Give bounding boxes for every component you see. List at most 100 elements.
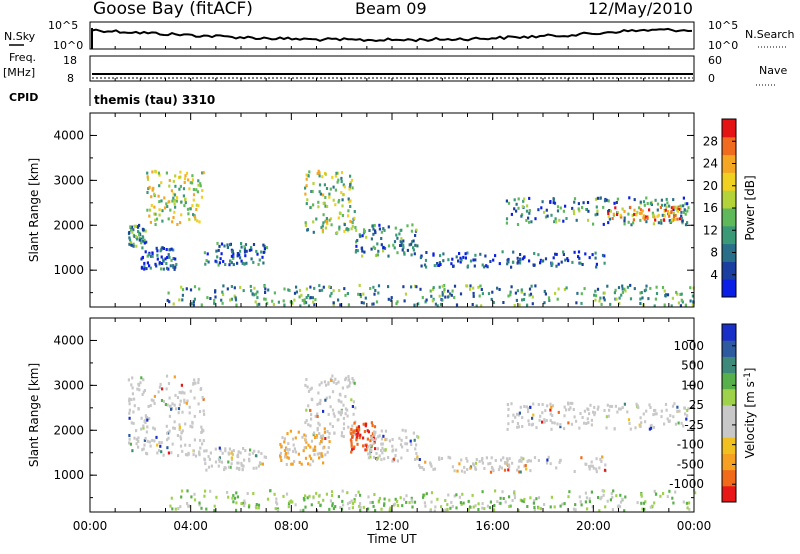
echo-cell — [640, 492, 643, 496]
echo-cell — [181, 449, 184, 453]
echo-cell — [490, 297, 493, 301]
echo-cell — [446, 508, 449, 512]
echo-cell — [521, 499, 524, 503]
echo-cell — [240, 502, 243, 505]
echo-cell — [466, 459, 469, 463]
echo-cell — [199, 184, 202, 188]
echo-cell — [605, 198, 609, 202]
echo-cell — [173, 198, 176, 202]
echo-cell — [283, 287, 286, 291]
echo-cell — [395, 233, 398, 237]
echo-cell — [193, 285, 197, 289]
echo-cell — [293, 291, 297, 295]
echo-cell — [252, 243, 256, 246]
echo-cell — [340, 191, 343, 195]
echo-cell — [419, 256, 422, 260]
echo-cell — [516, 223, 520, 226]
echo-cell — [322, 193, 325, 197]
echo-cell — [537, 506, 540, 510]
echo-cell — [392, 448, 395, 452]
echo-cell — [430, 491, 434, 495]
echo-cell — [254, 454, 258, 458]
echo-cell — [552, 256, 555, 260]
echo-cell — [349, 199, 352, 203]
echo-cell — [155, 435, 158, 439]
echo-cell — [165, 171, 168, 175]
echo-cell — [614, 206, 617, 210]
echo-cell — [518, 411, 521, 415]
echo-cell — [527, 419, 530, 423]
echo-cell — [170, 496, 173, 500]
echo-cell — [223, 244, 226, 248]
echo-cell — [666, 417, 669, 421]
echo-cell — [168, 404, 172, 408]
echo-cell — [131, 230, 134, 234]
echo-cell — [128, 411, 131, 415]
echo-cell — [197, 183, 200, 187]
echo-cell — [500, 458, 503, 462]
echo-cell — [553, 220, 556, 224]
echo-cell — [511, 499, 514, 502]
echo-cell — [199, 446, 202, 450]
echo-cell — [142, 426, 145, 430]
echo-cell — [318, 451, 321, 455]
echo-cell — [563, 405, 566, 409]
echo-cell — [155, 217, 159, 221]
echo-cell — [350, 444, 353, 448]
echo-cell — [342, 416, 345, 420]
echo-cell — [162, 259, 165, 263]
power-plot-frame — [89, 112, 695, 308]
echo-cell — [414, 447, 417, 451]
echo-cell — [131, 392, 134, 396]
echo-cell — [368, 448, 371, 452]
echo-cell — [617, 407, 621, 411]
echo-cell — [373, 425, 377, 429]
echo-cell — [376, 456, 379, 460]
echo-cell — [315, 217, 318, 221]
echo-cell — [417, 302, 420, 306]
echo-cell — [232, 500, 235, 504]
echo-cell — [549, 412, 552, 416]
echo-cell — [382, 448, 386, 452]
echo-cell — [262, 261, 265, 265]
echo-cell — [303, 301, 306, 305]
echo-cell — [449, 506, 452, 510]
echo-cell — [595, 294, 598, 298]
echo-cell — [462, 501, 465, 505]
echo-cell — [621, 287, 624, 291]
echo-cell — [522, 199, 525, 203]
echo-cell — [150, 195, 153, 199]
echo-cell — [310, 417, 313, 421]
echo-cell — [157, 171, 160, 175]
echo-cell — [264, 291, 267, 294]
echo-cell — [438, 456, 441, 460]
echo-cell — [543, 210, 546, 214]
echo-cell — [328, 431, 331, 435]
echo-cell — [219, 448, 222, 452]
echo-cell — [539, 261, 542, 265]
echo-cell — [172, 196, 175, 200]
echo-cell — [336, 180, 339, 184]
echo-cell — [153, 402, 156, 405]
echo-cell — [616, 505, 620, 509]
echo-cell — [283, 440, 286, 444]
echo-cell — [529, 405, 532, 409]
echo-cell — [438, 261, 441, 265]
echo-cell — [337, 410, 340, 414]
echo-cell — [322, 446, 325, 450]
echo-cell — [613, 427, 616, 431]
echo-cell — [687, 206, 690, 210]
echo-cell — [639, 291, 642, 295]
echo-cell — [128, 236, 131, 240]
echo-cell — [528, 422, 531, 426]
echo-cell — [505, 199, 508, 203]
echo-cell — [317, 421, 320, 425]
echo-cell — [451, 465, 454, 469]
echo-cell — [207, 455, 210, 459]
echo-cell — [128, 242, 131, 246]
echo-cell — [148, 264, 151, 268]
echo-cell — [593, 411, 597, 415]
echo-cell — [227, 451, 230, 455]
echo-cell — [339, 505, 342, 509]
echo-cell — [388, 498, 391, 502]
